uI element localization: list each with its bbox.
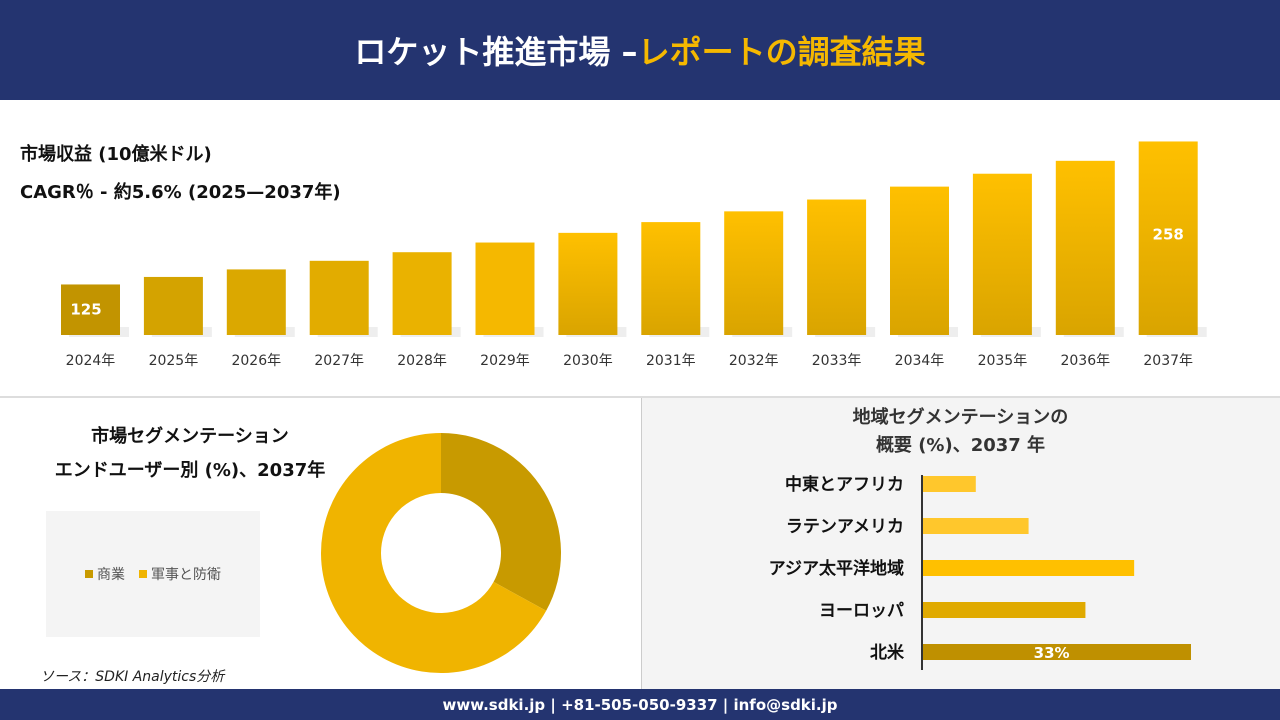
source-note: ソース：SDKI Analytics分析 xyxy=(40,669,225,685)
footer-contact: www.sdki.jp | +81-505-050-9337 | info@sd… xyxy=(0,689,1280,720)
bar-2031年 xyxy=(641,222,701,335)
revenue-bar-chart: 2024年 125 2025年 2026年 2027年 2028年 2029年 2030年 20… xyxy=(61,141,1207,369)
bar-北米 xyxy=(923,644,1191,660)
bar-中東とアフリカ xyxy=(923,476,976,492)
legend-item-military: 軍事と防衛 xyxy=(139,564,221,584)
data-label: 258 xyxy=(1153,225,1184,243)
x-tick-label: 2034年 xyxy=(895,353,945,369)
bar-2027年 xyxy=(309,260,369,335)
region-panel xyxy=(641,398,1280,689)
revenue-title: 市場収益 (10億米ドル) xyxy=(20,144,212,165)
segment-title-line1: 市場セグメンテーション xyxy=(91,426,289,447)
bar-2026年 xyxy=(226,269,286,335)
bar-2036年 xyxy=(1055,160,1115,335)
bar-2037年 xyxy=(1138,141,1198,335)
region-title-line2: 概要 (%)、2037 年 xyxy=(875,435,1046,456)
bar-2029年 xyxy=(475,242,535,335)
bar-アジア太平洋地域 xyxy=(923,560,1135,576)
donut-slice-軍事と防衛 xyxy=(321,433,547,673)
x-tick-label: 2030年 xyxy=(563,353,613,369)
cagr-subtitle: CAGR％ - 約5.6% (2025—2037年) xyxy=(20,182,341,203)
x-tick-label: 2027年 xyxy=(314,353,364,369)
divider xyxy=(0,396,1280,398)
header-banner: ロケット推進市場 – レポートの調査結果 xyxy=(0,0,1280,100)
bar-2028年 xyxy=(392,252,452,335)
category-label: 中東とアフリカ xyxy=(785,474,904,495)
title-highlight: レポートの調査結果 xyxy=(637,33,926,71)
x-tick-label: 2031年 xyxy=(646,353,696,369)
bar-2030年 xyxy=(558,232,618,335)
data-label: 125 xyxy=(70,300,101,318)
bar-2032年 xyxy=(724,211,784,335)
segment-title: 市場セグメンテーション エンドユーザー別 (%)、2037年 xyxy=(20,420,360,488)
x-tick-label: 2037年 xyxy=(1143,353,1193,369)
bar-2033年 xyxy=(807,199,867,335)
bar-2035年 xyxy=(972,173,1032,335)
category-label: 北米 xyxy=(870,642,905,663)
bar-ラテンアメリカ xyxy=(923,518,1029,534)
data-label: 33% xyxy=(1034,644,1070,662)
region-title: 地域セグメンテーションの 概要 (%)、2037 年 xyxy=(641,404,1280,460)
donut-legend: 商業 軍事と防衛 xyxy=(46,511,260,637)
x-tick-label: 2028年 xyxy=(397,353,447,369)
x-tick-label: 2024年 xyxy=(66,353,116,369)
segment-title-line2: エンドユーザー別 (%)、2037年 xyxy=(54,460,326,481)
x-tick-label: 2025年 xyxy=(149,353,199,369)
category-label: アジア太平洋地域 xyxy=(769,558,904,579)
category-label: ラテンアメリカ xyxy=(786,517,904,537)
bar-2025年 xyxy=(143,276,203,335)
x-tick-label: 2026年 xyxy=(231,353,281,369)
x-tick-label: 2033年 xyxy=(812,353,862,369)
donut-slice-商業 xyxy=(441,433,561,611)
x-tick-label: 2036年 xyxy=(1060,353,1110,369)
bar-2024年 xyxy=(61,284,120,335)
category-label: ヨーロッパ xyxy=(819,601,904,621)
region-title-line1: 地域セグメンテーションの xyxy=(852,407,1069,428)
x-tick-label: 2035年 xyxy=(978,353,1028,369)
x-tick-label: 2032年 xyxy=(729,353,779,369)
bar-2034年 xyxy=(890,186,949,335)
x-tick-label: 2029年 xyxy=(480,353,530,369)
legend-item-commercial: 商業 xyxy=(85,564,125,584)
title-main: ロケット推進市場 – xyxy=(354,33,638,71)
bar-ヨーロッパ xyxy=(923,602,1086,618)
enduser-donut-chart xyxy=(321,433,561,673)
